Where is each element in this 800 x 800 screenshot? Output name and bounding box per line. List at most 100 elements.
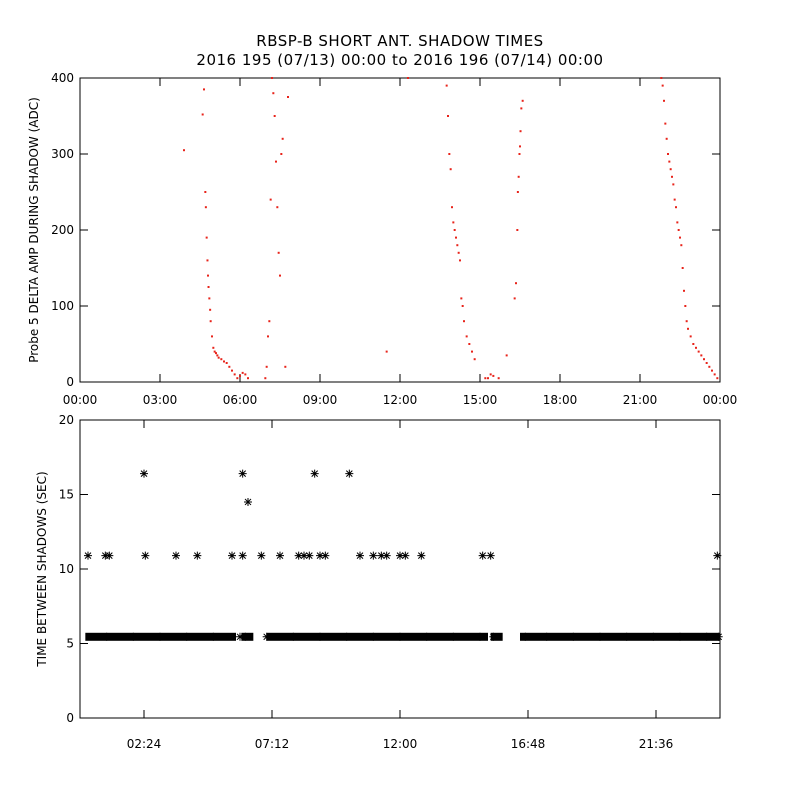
bottom-y-tick-label: 15 xyxy=(59,488,74,502)
top-data-point xyxy=(269,198,272,201)
bottom-y-axis-label: TIME BETWEEN SHADOWS (SEC) xyxy=(35,471,49,667)
top-data-point xyxy=(711,369,713,372)
top-y-tick-label: 100 xyxy=(51,299,74,313)
top-data-point xyxy=(677,229,680,231)
top-data-point xyxy=(215,352,217,355)
top-y-tick-label: 0 xyxy=(66,375,74,389)
bottom-data-point xyxy=(141,551,150,560)
top-data-point xyxy=(449,168,452,171)
bottom-data-point xyxy=(486,551,495,560)
top-data-point xyxy=(452,221,455,224)
bottom-data-point xyxy=(310,469,319,478)
top-y-tick-label: 200 xyxy=(51,223,74,237)
top-data-point xyxy=(241,371,244,374)
top-data-point xyxy=(679,236,681,239)
top-data-point xyxy=(231,369,233,372)
top-data-point xyxy=(463,320,465,323)
bottom-data-point xyxy=(238,469,247,478)
bottom-data-point xyxy=(321,551,330,560)
top-data-point xyxy=(277,251,280,254)
top-data-point xyxy=(676,221,679,224)
bottom-data-point xyxy=(238,551,247,560)
bottom-y-tick-label: 10 xyxy=(59,562,74,576)
top-data-point xyxy=(220,358,223,361)
top-data-point xyxy=(473,358,476,361)
top-data-point xyxy=(465,335,468,338)
bottom-dense-points xyxy=(241,632,254,641)
bottom-data-point xyxy=(294,551,303,560)
top-data-point xyxy=(217,356,220,359)
top-data-point xyxy=(385,350,388,353)
bottom-data-point xyxy=(478,551,487,560)
top-data-point xyxy=(207,286,210,288)
top-data-point xyxy=(468,343,471,345)
bottom-x-tick-label: 21:36 xyxy=(639,737,674,751)
bottom-plot-frame xyxy=(79,419,721,719)
bottom-x-tick-label: 16:48 xyxy=(511,737,546,751)
bottom-dense-points xyxy=(85,632,236,641)
top-data-point xyxy=(287,96,289,98)
bottom-data-point xyxy=(140,469,148,478)
top-data-point xyxy=(203,88,205,91)
top-data-point xyxy=(516,229,519,231)
bottom-data-point xyxy=(382,551,391,560)
top-x-tick-label: 06:00 xyxy=(223,393,258,407)
top-data-point xyxy=(183,149,185,152)
top-data-point xyxy=(247,377,249,380)
top-data-point xyxy=(272,92,275,95)
top-data-point xyxy=(520,107,523,110)
top-data-point xyxy=(663,99,665,102)
bottom-data-point xyxy=(356,551,364,560)
top-data-point xyxy=(660,77,663,79)
bottom-data-point xyxy=(172,551,180,560)
top-data-point xyxy=(212,346,215,349)
top-data-point xyxy=(681,267,684,269)
top-data-point xyxy=(684,305,687,307)
top-data-point xyxy=(225,362,228,364)
top-data-point xyxy=(207,274,209,277)
bottom-data-point xyxy=(713,551,722,560)
bottom-dense-points xyxy=(490,632,503,641)
top-data-point xyxy=(703,358,705,361)
top-data-point xyxy=(517,175,520,178)
top-data-point xyxy=(456,244,459,247)
top-data-point xyxy=(281,137,284,140)
bottom-data-point xyxy=(401,551,410,560)
top-data-point xyxy=(208,297,211,300)
top-data-point xyxy=(685,320,688,323)
top-x-tick-label: 21:00 xyxy=(623,393,658,407)
top-y-axis-label: Probe 5 DELTA AMP DURING SHADOW (ADC) xyxy=(27,97,41,363)
top-data-point xyxy=(716,377,719,380)
top-data-point xyxy=(680,244,683,247)
top-data-point xyxy=(671,175,673,178)
top-plot-frame xyxy=(79,77,721,383)
top-data-point xyxy=(205,236,208,239)
top-data-point xyxy=(244,373,247,376)
top-data-point xyxy=(445,84,448,87)
top-data-point xyxy=(675,206,677,209)
top-data-point xyxy=(453,229,456,231)
bottom-data-point xyxy=(396,551,404,560)
top-data-point xyxy=(689,335,692,338)
top-data-point xyxy=(497,377,500,380)
top-data-point xyxy=(519,145,521,148)
top-data-point xyxy=(700,354,703,357)
bottom-y-tick-label: 5 xyxy=(66,637,74,651)
bottom-x-tick-label: 02:24 xyxy=(127,737,162,751)
bottom-data-point xyxy=(84,551,92,560)
top-data-point xyxy=(460,297,463,300)
top-y-tick-label: 300 xyxy=(51,147,74,161)
top-data-point xyxy=(447,115,449,117)
bottom-data-point xyxy=(244,497,252,506)
top-x-tick-label: 09:00 xyxy=(303,393,338,407)
bottom-data-point xyxy=(345,469,354,478)
top-data-point xyxy=(668,160,671,163)
bottom-data-point xyxy=(300,551,308,560)
top-data-point xyxy=(209,308,212,311)
top-data-point xyxy=(515,282,517,285)
top-data-point xyxy=(228,365,231,368)
bottom-data-point xyxy=(369,551,378,560)
top-data-point xyxy=(672,183,675,186)
top-data-point xyxy=(683,289,685,292)
top-data-point xyxy=(471,350,473,353)
